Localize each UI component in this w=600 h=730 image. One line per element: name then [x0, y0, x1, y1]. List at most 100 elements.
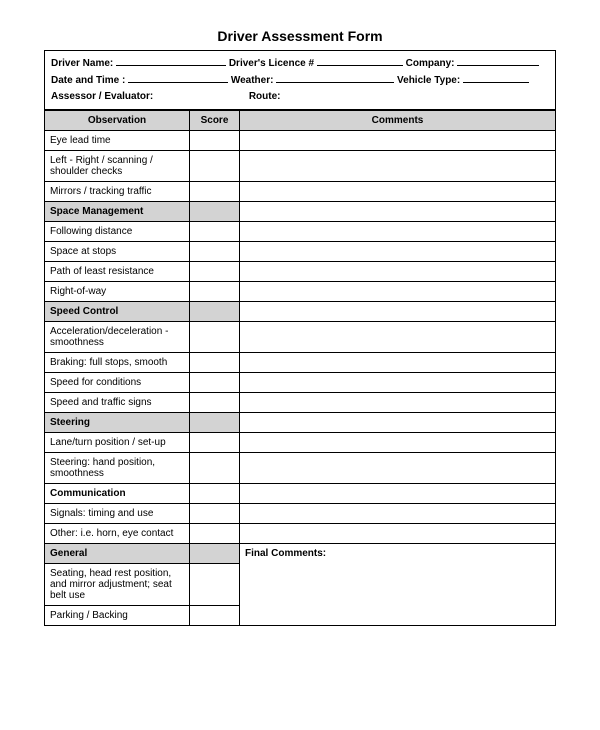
score-cell[interactable] — [190, 433, 240, 453]
obs-cell: Lane/turn position / set-up — [45, 433, 190, 453]
table-row: Path of least resistance — [45, 262, 556, 282]
comment-cell[interactable] — [240, 433, 556, 453]
obs-cell: Left - Right / scanning / shoulder check… — [45, 151, 190, 182]
comment-cell[interactable] — [240, 504, 556, 524]
section-header: Speed Control — [45, 302, 190, 322]
obs-cell: Steering: hand position, smoothness — [45, 453, 190, 484]
header-line-1: Driver Name: Driver's Licence # Company: — [51, 55, 549, 72]
datetime-label: Date and Time : — [51, 75, 125, 86]
comment-cell[interactable] — [240, 222, 556, 242]
obs-cell: Seating, head rest position, and mirror … — [45, 564, 190, 606]
score-cell[interactable] — [190, 564, 240, 606]
comment-cell[interactable] — [240, 453, 556, 484]
comment-cell[interactable] — [240, 413, 556, 433]
score-cell[interactable] — [190, 606, 240, 626]
header-fields: Driver Name: Driver's Licence # Company:… — [44, 50, 556, 110]
obs-cell: Signals: timing and use — [45, 504, 190, 524]
table-header-row: Observation Score Comments — [45, 111, 556, 131]
table-row: Speed and traffic signs — [45, 393, 556, 413]
table-row: Acceleration/deceleration - smoothness — [45, 322, 556, 353]
score-cell[interactable] — [190, 262, 240, 282]
score-cell[interactable] — [190, 182, 240, 202]
table-row: Following distance — [45, 222, 556, 242]
section-header: Space Management — [45, 202, 190, 222]
obs-cell: Braking: full stops, smooth — [45, 353, 190, 373]
comment-cell[interactable] — [240, 484, 556, 504]
score-cell[interactable] — [190, 282, 240, 302]
datetime-field[interactable] — [128, 72, 228, 83]
score-cell — [190, 302, 240, 322]
score-cell — [190, 544, 240, 564]
company-field[interactable] — [457, 55, 539, 66]
score-cell[interactable] — [190, 242, 240, 262]
comment-cell[interactable] — [240, 373, 556, 393]
final-comments-label: Final Comments: — [245, 548, 326, 559]
vehicle-field[interactable] — [463, 72, 529, 83]
header-line-3: Assessor / Evaluator: Route: — [51, 89, 549, 105]
col-comments: Comments — [240, 111, 556, 131]
comment-cell[interactable] — [240, 262, 556, 282]
table-row: Braking: full stops, smooth — [45, 353, 556, 373]
table-row: Space at stops — [45, 242, 556, 262]
licence-label: Driver's Licence # — [229, 58, 314, 69]
score-cell[interactable] — [190, 222, 240, 242]
obs-cell: Parking / Backing — [45, 606, 190, 626]
score-cell[interactable] — [190, 151, 240, 182]
weather-label: Weather: — [231, 75, 274, 86]
comment-cell[interactable] — [240, 182, 556, 202]
score-cell[interactable] — [190, 373, 240, 393]
comment-cell[interactable] — [240, 524, 556, 544]
obs-cell: Space at stops — [45, 242, 190, 262]
comment-cell[interactable] — [240, 131, 556, 151]
section-header: General — [45, 544, 190, 564]
score-cell[interactable] — [190, 353, 240, 373]
licence-field[interactable] — [317, 55, 403, 66]
vehicle-label: Vehicle Type: — [397, 75, 460, 86]
score-cell[interactable] — [190, 504, 240, 524]
section-row: Space Management — [45, 202, 556, 222]
comment-cell[interactable] — [240, 202, 556, 222]
final-comments-cell[interactable]: Final Comments: — [240, 544, 556, 626]
weather-field[interactable] — [276, 72, 394, 83]
obs-cell: Other: i.e. horn, eye contact — [45, 524, 190, 544]
form-page: Driver Assessment Form Driver Name: Driv… — [0, 0, 600, 626]
comment-cell[interactable] — [240, 282, 556, 302]
comment-cell[interactable] — [240, 322, 556, 353]
assessor-label: Assessor / Evaluator: — [51, 91, 153, 102]
col-score: Score — [190, 111, 240, 131]
obs-cell: Speed for conditions — [45, 373, 190, 393]
comment-cell[interactable] — [240, 242, 556, 262]
driver-name-field[interactable] — [116, 55, 226, 66]
comment-cell[interactable] — [240, 393, 556, 413]
score-cell — [190, 413, 240, 433]
header-line-2: Date and Time : Weather: Vehicle Type: — [51, 72, 549, 89]
comment-cell[interactable] — [240, 302, 556, 322]
score-cell[interactable] — [190, 322, 240, 353]
company-label: Company: — [406, 58, 455, 69]
route-label: Route: — [249, 91, 281, 102]
table-row: Right-of-way — [45, 282, 556, 302]
score-cell[interactable] — [190, 524, 240, 544]
obs-cell: Path of least resistance — [45, 262, 190, 282]
section-row: Speed Control — [45, 302, 556, 322]
table-row: Steering: hand position, smoothness — [45, 453, 556, 484]
form-title: Driver Assessment Form — [44, 28, 556, 44]
obs-cell: Right-of-way — [45, 282, 190, 302]
section-header: Communication — [45, 484, 190, 504]
section-row: General Final Comments: — [45, 544, 556, 564]
obs-cell: Acceleration/deceleration - smoothness — [45, 322, 190, 353]
section-row: Steering — [45, 413, 556, 433]
score-cell[interactable] — [190, 131, 240, 151]
comment-cell[interactable] — [240, 151, 556, 182]
score-cell[interactable] — [190, 484, 240, 504]
score-cell[interactable] — [190, 453, 240, 484]
comment-cell[interactable] — [240, 353, 556, 373]
assessment-table: Observation Score Comments Eye lead time… — [44, 110, 556, 626]
table-row: Mirrors / tracking traffic — [45, 182, 556, 202]
score-cell — [190, 202, 240, 222]
col-observation: Observation — [45, 111, 190, 131]
score-cell[interactable] — [190, 393, 240, 413]
driver-name-label: Driver Name: — [51, 58, 113, 69]
obs-cell: Mirrors / tracking traffic — [45, 182, 190, 202]
obs-cell: Eye lead time — [45, 131, 190, 151]
